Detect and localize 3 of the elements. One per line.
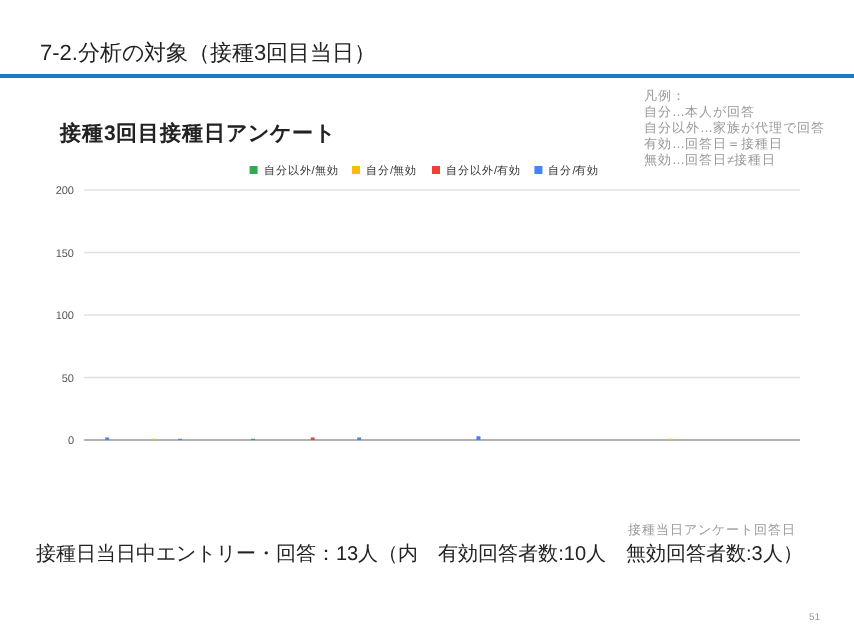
chart-subtitle: 接種3回目接種日アンケート [58, 120, 336, 146]
chart-title: 7-2.分析の対象（接種3回目当日） [40, 40, 377, 66]
text: 接種日当日中エントリー・回答：13人（内 有効回答者数:10人 無効回答者数:3人） [36, 542, 803, 566]
